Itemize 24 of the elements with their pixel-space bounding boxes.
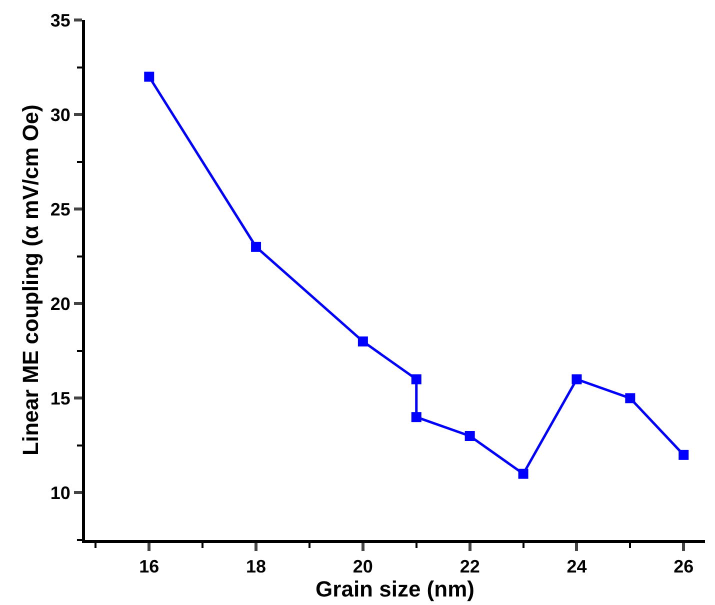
y-tick-label: 20: [50, 294, 70, 314]
point: [358, 336, 368, 346]
point: [572, 374, 582, 384]
point: [411, 374, 422, 384]
x-tick-label: 20: [352, 556, 373, 577]
x-axis-title: Grain size (nm): [316, 576, 474, 602]
y-axis-title: Linear ME coupling (α mV/cm Oe): [18, 104, 44, 456]
x-tick-label: 18: [246, 556, 266, 577]
x-tick-label: 22: [460, 556, 480, 577]
point: [251, 242, 262, 252]
y-tick-label: 10: [50, 483, 70, 504]
x-tick-label: 16: [139, 556, 160, 577]
point: [464, 431, 475, 441]
x-tick-label: 24: [566, 556, 587, 577]
point: [678, 450, 689, 460]
point: [518, 468, 528, 479]
y-tick-label: 15: [50, 388, 70, 408]
point: [625, 393, 636, 404]
point: [411, 412, 422, 422]
y-tick-label: 35: [50, 10, 70, 30]
point: [144, 72, 154, 82]
y-tick-label: 25: [50, 199, 70, 220]
y-tick-label: 30: [50, 104, 70, 125]
x-tick-label: 26: [674, 556, 694, 577]
